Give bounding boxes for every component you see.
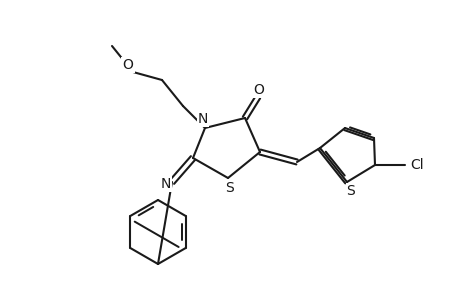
Text: S: S	[346, 184, 355, 198]
Text: Cl: Cl	[409, 158, 423, 172]
Text: O: O	[122, 58, 133, 72]
Text: N: N	[161, 177, 171, 191]
Text: O: O	[253, 83, 264, 97]
Text: S: S	[225, 181, 234, 195]
Text: N: N	[197, 112, 208, 126]
